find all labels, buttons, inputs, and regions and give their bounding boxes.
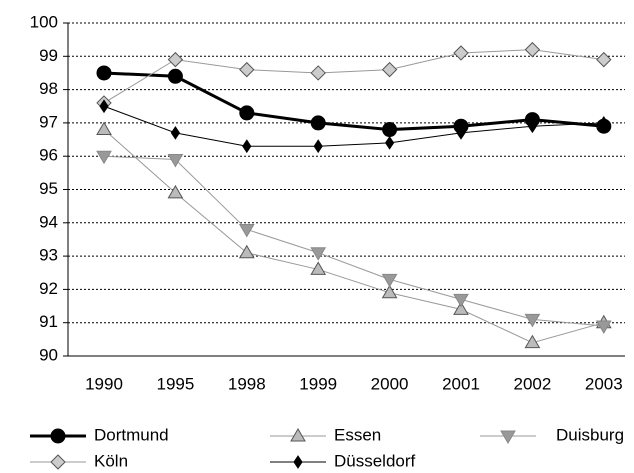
legend-item: Duisburg [480, 425, 624, 444]
marker [381, 284, 398, 299]
marker [310, 247, 327, 261]
marker [310, 115, 326, 131]
y-tick-label: 97 [39, 112, 58, 131]
marker [96, 65, 112, 81]
series [96, 150, 612, 335]
marker [382, 122, 398, 138]
marker [524, 41, 541, 58]
y-tick-label: 94 [39, 212, 58, 231]
x-tick-label: 2001 [442, 374, 480, 393]
y-tick-label: 90 [39, 345, 58, 364]
marker [167, 51, 184, 68]
series [96, 41, 612, 111]
marker [524, 334, 541, 349]
marker [500, 430, 516, 444]
marker [456, 125, 466, 140]
marker [595, 320, 612, 335]
x-tick-label: 2002 [513, 374, 551, 393]
marker [167, 68, 183, 84]
marker [453, 293, 469, 308]
x-tick-label: 2000 [371, 374, 409, 393]
legend-label: Düsseldorf [334, 451, 416, 470]
marker [290, 428, 306, 442]
marker [384, 135, 395, 150]
y-tick-label: 92 [39, 279, 58, 298]
marker [310, 261, 327, 275]
marker [381, 273, 398, 288]
marker [96, 121, 112, 136]
x-tick-label: 1998 [228, 374, 266, 393]
marker [310, 65, 326, 81]
x-tick-label: 1995 [156, 374, 194, 393]
y-tick-label: 100 [30, 12, 58, 31]
marker [453, 301, 469, 315]
series-line [103, 71, 604, 132]
legend-label: Dortmund [94, 425, 169, 444]
legend-label: Köln [94, 451, 128, 470]
y-tick-label: 98 [39, 79, 58, 98]
legend-item: Essen [270, 425, 381, 444]
legend-item: Düsseldorf [270, 451, 416, 470]
y-tick-label: 96 [39, 146, 58, 165]
y-tick-label: 99 [39, 46, 58, 65]
marker [381, 61, 398, 78]
y-tick-label: 95 [39, 179, 58, 198]
marker [527, 119, 538, 134]
marker [167, 184, 184, 199]
marker [313, 139, 323, 154]
marker [170, 125, 181, 140]
marker [238, 244, 255, 259]
series-line [103, 105, 604, 147]
x-tick-label: 1999 [299, 374, 337, 393]
marker [96, 150, 112, 165]
marker [238, 223, 255, 238]
legend-item: Köln [30, 451, 128, 470]
x-tick-label: 1990 [85, 374, 123, 393]
y-tick-label: 91 [39, 312, 58, 331]
y-tick-label: 93 [39, 246, 58, 265]
marker [453, 45, 469, 61]
marker [167, 154, 184, 168]
series-line [103, 155, 604, 327]
marker [524, 313, 541, 328]
legend-label: Duisburg [556, 425, 624, 444]
marker [239, 61, 255, 78]
marker [242, 139, 252, 154]
marker [50, 454, 66, 470]
legend-item: Dortmund [30, 425, 169, 444]
series [99, 99, 609, 154]
series-line [103, 129, 604, 344]
marker [599, 115, 609, 130]
marker [239, 105, 255, 121]
marker [50, 428, 66, 444]
x-tick-label: 2003 [585, 374, 623, 393]
series-line [103, 49, 604, 104]
marker [596, 51, 612, 68]
marker [99, 99, 109, 114]
marker [293, 455, 303, 469]
legend-label: Essen [334, 425, 381, 444]
